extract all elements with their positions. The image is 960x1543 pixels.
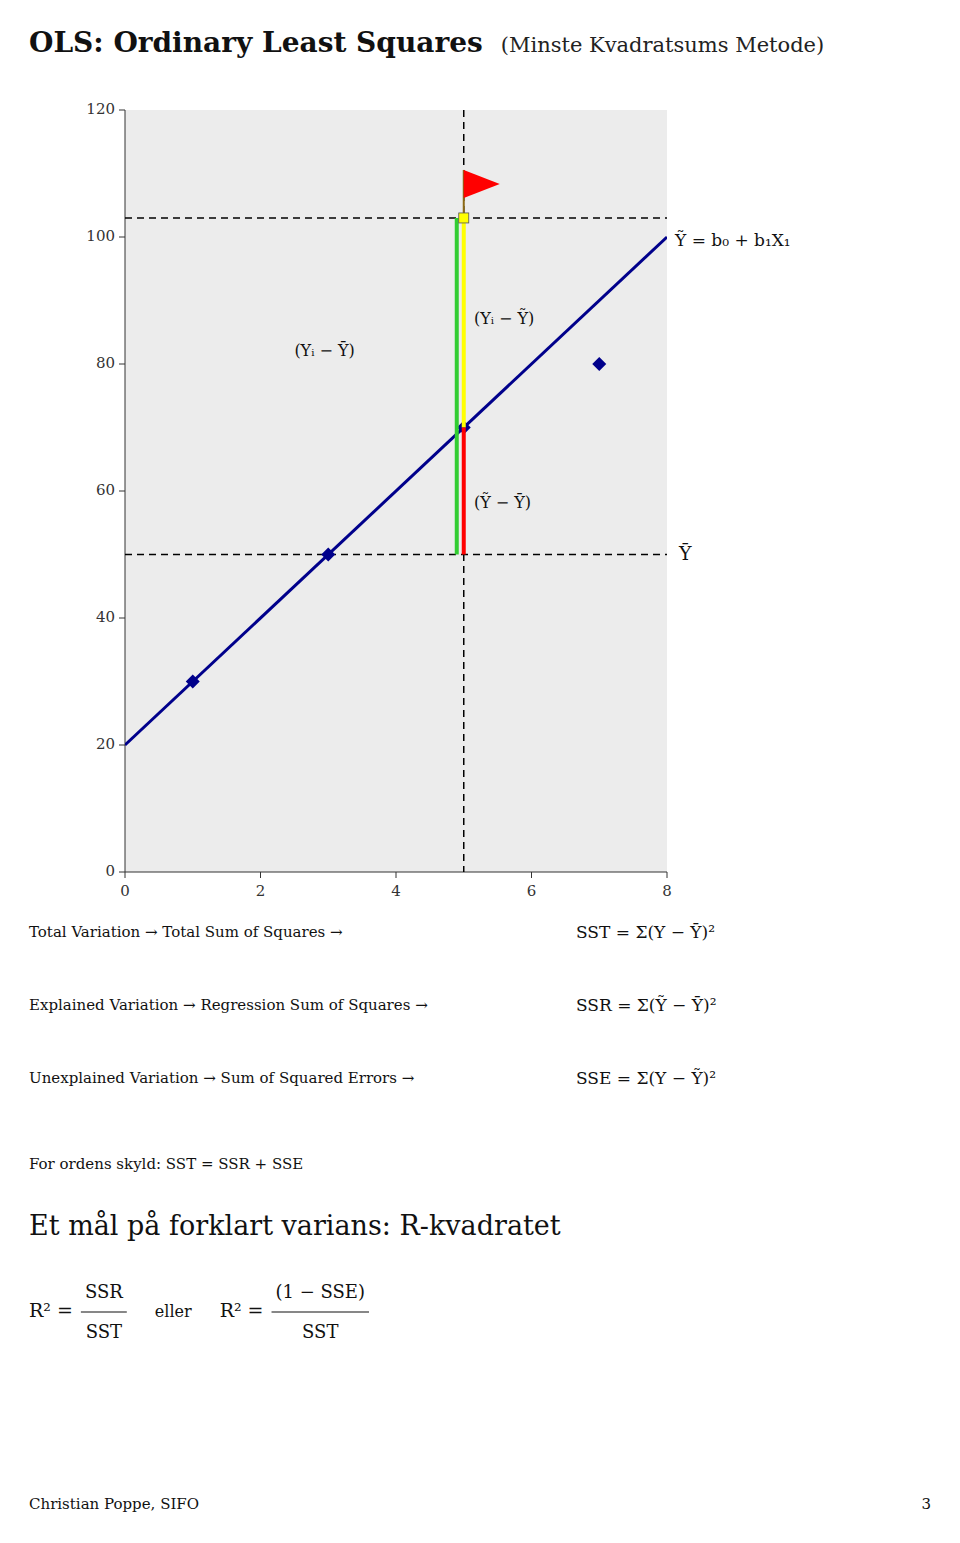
y-tick-label: 60	[96, 481, 115, 499]
deviation-segment	[455, 218, 459, 555]
y-tick	[119, 872, 125, 873]
x-tick	[125, 872, 126, 878]
regression-label: Ỹ = b₀ + b₁X₁	[674, 230, 791, 250]
y-tick	[119, 364, 125, 365]
plot-background	[125, 110, 667, 872]
y-tick	[119, 618, 125, 619]
flag	[464, 170, 500, 198]
formula-denominator: SST	[302, 1321, 338, 1342]
x-tick-label: 8	[662, 882, 672, 900]
x-tick	[531, 872, 532, 878]
y-tick-label: 20	[96, 735, 115, 753]
x-tick-label: 0	[120, 882, 130, 900]
deviation-segment	[462, 218, 466, 428]
formula-lhs: R² =	[220, 1299, 264, 1321]
regression-line	[125, 237, 667, 745]
subtitle: (Minste Kvadratsums Metode)	[501, 33, 825, 57]
reference-line	[463, 110, 465, 872]
y-tick-label: 40	[96, 608, 115, 626]
formula-denominator: SST	[86, 1321, 122, 1342]
fraction-bar	[272, 1311, 370, 1312]
data-point	[186, 675, 200, 689]
x-tick	[667, 872, 668, 878]
y-tick-label: 0	[105, 862, 115, 880]
reference-line	[125, 554, 667, 556]
data-point	[321, 548, 335, 562]
x-tick-label: 6	[527, 882, 537, 900]
title: OLS: Ordinary Least Squares	[29, 26, 483, 59]
formula-lhs: R² =	[29, 1299, 73, 1321]
x-tick-label: 4	[391, 882, 401, 900]
y-tick	[119, 110, 125, 111]
footer-left: Christian Poppe, SIFO	[29, 1495, 199, 1513]
y-tick	[119, 491, 125, 492]
summary: For ordens skyld: SST = SSR + SSE	[29, 1155, 303, 1173]
mean-label: Ȳ	[678, 542, 692, 564]
fraction-bar	[81, 1311, 127, 1312]
y-tick-label: 100	[86, 227, 115, 245]
actual-point	[459, 213, 469, 223]
data-point	[592, 357, 606, 371]
x-tick	[260, 872, 261, 878]
formula-join: eller	[155, 1302, 192, 1321]
note-formula: SSR = Σ(Ỹ − Ȳ)²	[576, 995, 716, 1015]
footer-right: 3	[921, 1495, 931, 1513]
heading: Et mål på forklart varians: R-kvadratet	[29, 1210, 561, 1241]
formula-numerator: SSR	[85, 1281, 123, 1302]
x-tick	[396, 872, 397, 878]
note-formula: SST = Σ(Y − Ȳ)²	[576, 922, 715, 942]
note-formula: SSE = Σ(Y − Ỹ)²	[576, 1068, 716, 1088]
reference-line	[125, 217, 667, 219]
plot-marks	[125, 110, 667, 872]
formula-numerator: (1 − SSE)	[276, 1281, 366, 1302]
y-tick	[119, 745, 125, 746]
y-tick-label: 120	[86, 100, 115, 118]
x-tick-label: 2	[256, 882, 266, 900]
y-tick-label: 80	[96, 354, 115, 372]
deviation-segment	[462, 428, 466, 555]
note-text: Unexplained Variation → Sum of Squared E…	[29, 1069, 415, 1087]
note-text: Total Variation → Total Sum of Squares →	[29, 923, 343, 941]
y-tick	[119, 237, 125, 238]
axes: 02468020406080100120	[86, 100, 671, 900]
note-text: Explained Variation → Regression Sum of …	[29, 996, 428, 1014]
page: OLS: Ordinary Least Squares (Minste Kvadr…	[0, 0, 960, 1543]
annotation: (Ỹ − Ȳ)	[474, 492, 531, 512]
annotation: (Yᵢ − Ȳ)	[294, 340, 354, 360]
annotation: (Yᵢ − Ỹ)	[474, 308, 534, 328]
